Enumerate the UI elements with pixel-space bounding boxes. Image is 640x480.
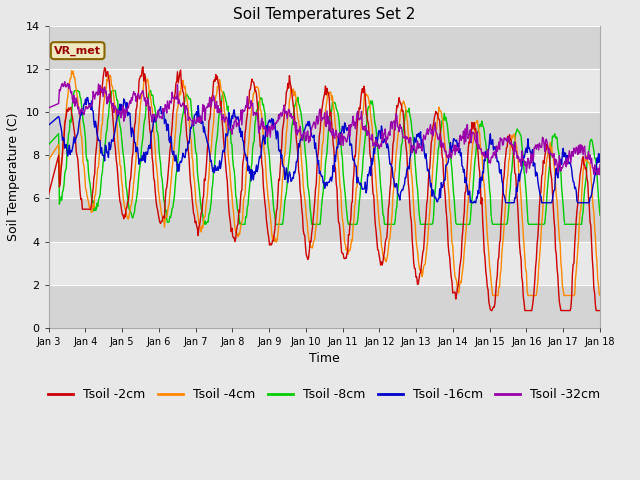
Text: VR_met: VR_met bbox=[54, 46, 101, 56]
Bar bbox=[49, 26, 600, 69]
Y-axis label: Soil Temperature (C): Soil Temperature (C) bbox=[7, 113, 20, 241]
X-axis label: Time: Time bbox=[309, 352, 340, 365]
Bar bbox=[49, 241, 600, 285]
Bar bbox=[49, 285, 600, 328]
Legend: Tsoil -2cm, Tsoil -4cm, Tsoil -8cm, Tsoil -16cm, Tsoil -32cm: Tsoil -2cm, Tsoil -4cm, Tsoil -8cm, Tsoi… bbox=[44, 383, 605, 406]
Bar bbox=[49, 112, 600, 156]
Bar bbox=[49, 69, 600, 112]
Bar bbox=[49, 156, 600, 198]
Title: Soil Temperatures Set 2: Soil Temperatures Set 2 bbox=[233, 7, 415, 22]
Bar bbox=[49, 198, 600, 241]
